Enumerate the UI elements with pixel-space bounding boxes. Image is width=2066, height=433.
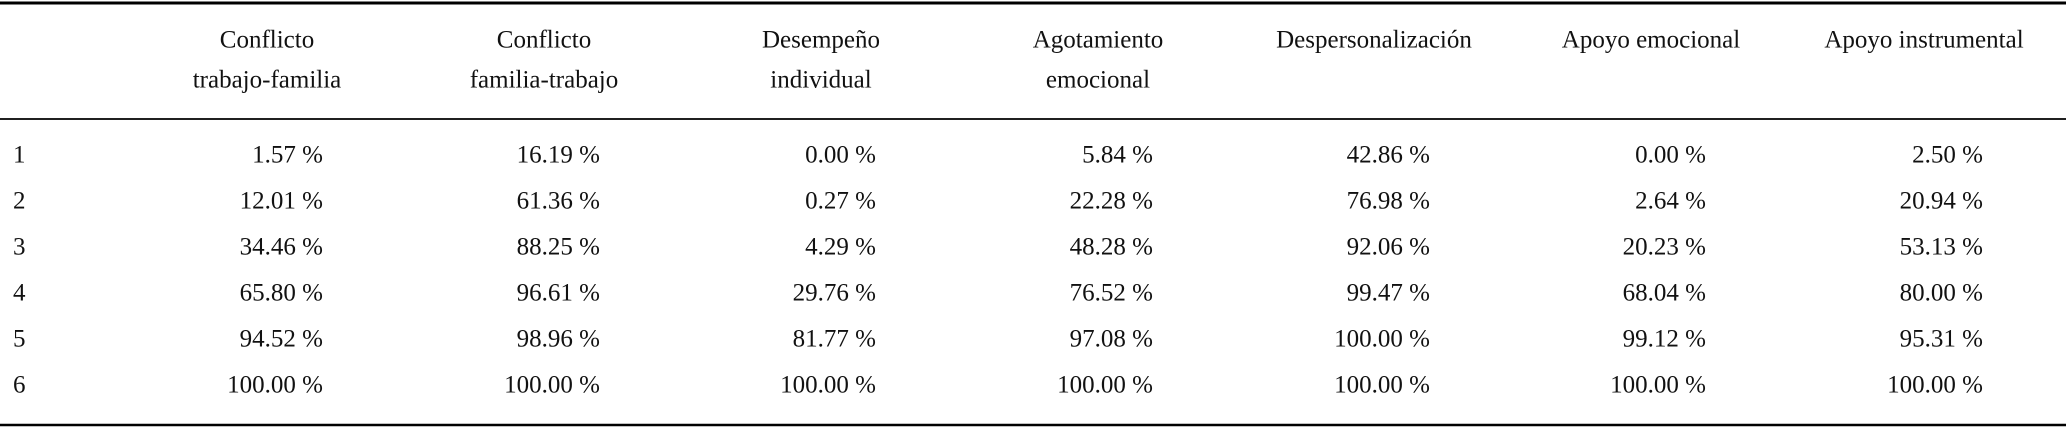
cell: 65.80 %	[240, 280, 323, 307]
column-header: familia-trabajo	[470, 67, 619, 94]
column-header: Apoyo instrumental	[1824, 27, 2023, 54]
column-header: Desempeño	[762, 27, 880, 54]
cell: 1.57 %	[252, 142, 323, 169]
cell: 20.23 %	[1623, 234, 1706, 261]
column-header: Despersonalización	[1276, 27, 1472, 54]
column-header: trabajo-familia	[193, 67, 342, 94]
cell: 2.64 %	[1635, 188, 1706, 215]
row-label: 5	[13, 326, 26, 353]
cell: 76.52 %	[1070, 280, 1153, 307]
cell: 100.00 %	[504, 372, 600, 399]
cell: 81.77 %	[793, 326, 876, 353]
cell: 68.04 %	[1623, 280, 1706, 307]
row-label: 6	[13, 372, 26, 399]
column-header: Conflicto	[497, 27, 591, 54]
column-header: Conflicto	[220, 27, 314, 54]
cell: 48.28 %	[1070, 234, 1153, 261]
cell: 100.00 %	[1057, 372, 1153, 399]
row-label: 3	[13, 234, 26, 261]
column-header: Agotamiento	[1033, 27, 1164, 54]
column-header: individual	[770, 67, 871, 94]
cell: 94.52 %	[240, 326, 323, 353]
cell: 0.00 %	[1635, 142, 1706, 169]
cell: 97.08 %	[1070, 326, 1153, 353]
cell: 88.25 %	[517, 234, 600, 261]
cell: 100.00 %	[780, 372, 876, 399]
cell: 100.00 %	[1334, 372, 1430, 399]
cell: 100.00 %	[1610, 372, 1706, 399]
cell: 5.84 %	[1082, 142, 1153, 169]
column-header: emocional	[1046, 67, 1150, 94]
cell: 92.06 %	[1347, 234, 1430, 261]
cell: 95.31 %	[1900, 326, 1983, 353]
cell: 100.00 %	[227, 372, 323, 399]
cell: 96.61 %	[517, 280, 600, 307]
cell: 99.47 %	[1347, 280, 1430, 307]
cell: 76.98 %	[1347, 188, 1430, 215]
cell: 20.94 %	[1900, 188, 1983, 215]
cell: 34.46 %	[240, 234, 323, 261]
cell: 99.12 %	[1623, 326, 1706, 353]
cell: 100.00 %	[1887, 372, 1983, 399]
cell: 4.29 %	[805, 234, 876, 261]
cell: 98.96 %	[517, 326, 600, 353]
row-label: 4	[13, 280, 26, 307]
cell: 42.86 %	[1347, 142, 1430, 169]
cell: 2.50 %	[1912, 142, 1983, 169]
cell: 16.19 %	[517, 142, 600, 169]
cell: 80.00 %	[1900, 280, 1983, 307]
cell: 0.27 %	[805, 188, 876, 215]
cell: 53.13 %	[1900, 234, 1983, 261]
cell: 100.00 %	[1334, 326, 1430, 353]
cell: 22.28 %	[1070, 188, 1153, 215]
cell: 61.36 %	[517, 188, 600, 215]
cell: 0.00 %	[805, 142, 876, 169]
row-label: 1	[13, 142, 26, 169]
column-header: Apoyo emocional	[1562, 27, 1740, 54]
cell: 29.76 %	[793, 280, 876, 307]
cell: 12.01 %	[240, 188, 323, 215]
row-label: 2	[13, 188, 26, 215]
